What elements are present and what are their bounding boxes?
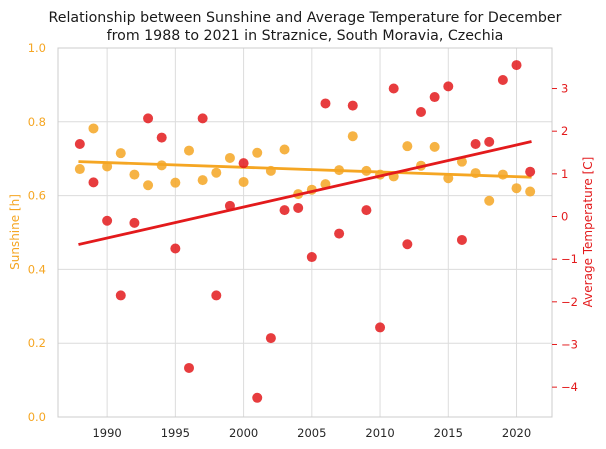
sunshine-point	[143, 180, 154, 191]
right-tick-label: −1	[561, 252, 578, 266]
sunshine-point	[252, 147, 263, 158]
temperature-point	[334, 228, 345, 239]
temperature-point	[497, 74, 508, 85]
left-axis-ticks: 0.0 0.2 0.4 0.6 0.8 1.0	[28, 41, 46, 424]
temperature-point	[375, 322, 386, 333]
y-axis-label-left: Sunshine [h]	[8, 194, 22, 270]
left-tick-label: 0.6	[28, 189, 46, 203]
temperature-point	[211, 290, 222, 301]
sunshine-point	[224, 152, 235, 163]
right-tick-label: 0	[561, 210, 568, 224]
x-tick-label: 2010	[365, 426, 394, 440]
left-tick-label: 0.2	[28, 336, 46, 350]
sunshine-point	[429, 141, 440, 152]
temperature-point	[129, 217, 140, 228]
x-tick-label: 2005	[297, 426, 326, 440]
temperature-point	[143, 113, 154, 124]
temperature-point	[388, 83, 399, 94]
x-tick-label: 2000	[229, 426, 258, 440]
plot-frame	[57, 47, 553, 418]
left-tick-label: 0.4	[28, 262, 46, 276]
chart-title-line2: from 1988 to 2021 in Straznice, South Mo…	[107, 28, 504, 44]
temperature-point	[415, 106, 426, 117]
x-tick-label: 1990	[92, 426, 121, 440]
sunshine-point	[497, 169, 508, 180]
right-tick-label: −3	[561, 337, 578, 351]
data-marks	[74, 60, 536, 403]
right-tick-label: −2	[561, 295, 578, 309]
temperature-point	[402, 239, 413, 250]
x-tick-label: 2020	[502, 426, 531, 440]
temperature-point	[361, 205, 372, 216]
temperature-point	[102, 215, 113, 226]
right-axis-ticks: −4 −3 −2 −1 0 1 2 3	[552, 82, 578, 394]
right-tick-label: 1	[561, 167, 568, 181]
temperature-point	[170, 243, 181, 254]
temperature-point	[184, 362, 195, 373]
sunshine-point	[115, 148, 126, 159]
sunshine-point	[525, 186, 536, 197]
temperature-point	[484, 136, 495, 147]
left-tick-label: 1.0	[28, 41, 46, 55]
sunshine-point	[511, 183, 522, 194]
temperature-point	[88, 177, 99, 188]
temperature-point	[238, 158, 249, 169]
right-tick-label: 3	[561, 82, 568, 96]
sunshine-point	[74, 164, 85, 175]
x-axis-ticks: 1990 1995 2000 2005 2010 2015 2020	[92, 426, 531, 440]
temperature-point	[306, 252, 317, 263]
left-tick-label: 0.0	[28, 410, 46, 424]
left-tick-label: 0.8	[28, 115, 46, 129]
temperature-point	[279, 205, 290, 216]
temperature-point	[511, 60, 522, 71]
sunshine-point	[170, 177, 181, 188]
sunshine-point	[347, 131, 358, 142]
sunshine-point	[88, 123, 99, 134]
temperature-point	[347, 100, 358, 111]
x-tick-label: 1995	[161, 426, 190, 440]
y-axis-label-right: Average Temperature [C]	[581, 157, 595, 308]
temperature-point	[320, 98, 331, 109]
temperature-point	[293, 202, 304, 213]
plot-border	[57, 47, 553, 418]
temperature-point	[197, 113, 208, 124]
temperature-point	[115, 290, 126, 301]
sunshine-point	[238, 176, 249, 187]
chart-title-line1: Relationship between Sunshine and Averag…	[49, 10, 562, 26]
temperature-point	[252, 392, 263, 403]
temperature-point	[74, 138, 85, 149]
sunshine-point	[279, 144, 290, 155]
temperature-point	[429, 92, 440, 103]
sunshine-point	[211, 167, 222, 178]
temperature-point	[456, 234, 467, 245]
temperature-point	[470, 138, 481, 149]
x-tick-label: 2015	[434, 426, 463, 440]
temperature-trend-line	[78, 140, 532, 246]
right-tick-label: −4	[561, 380, 578, 394]
temperature-point	[265, 333, 276, 344]
sunshine-point	[197, 175, 208, 186]
right-tick-label: 2	[561, 124, 568, 138]
temperature-point	[443, 81, 454, 92]
temperature-point	[156, 132, 167, 143]
sunshine-point	[129, 169, 140, 180]
sunshine-trend-line	[78, 160, 532, 179]
temperature-point	[525, 166, 536, 177]
sunshine-point	[484, 195, 495, 206]
sunshine-point	[184, 145, 195, 156]
sunshine-point	[402, 141, 413, 152]
